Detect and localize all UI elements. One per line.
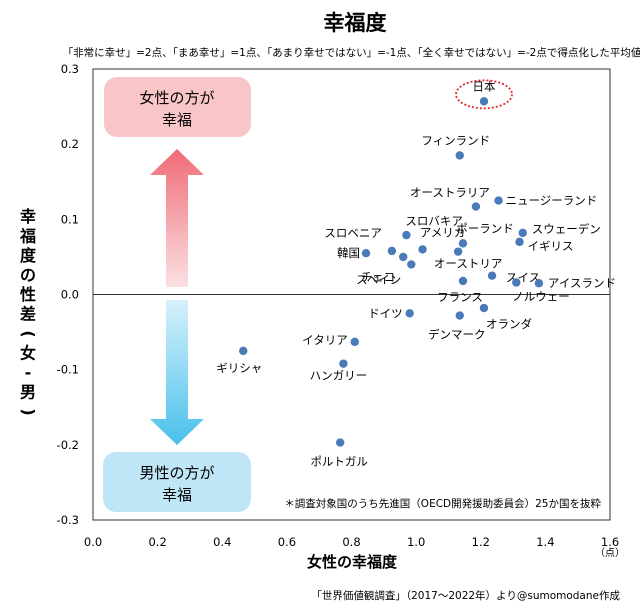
data-point [405, 309, 414, 318]
male-happier-line1: 男性の方が [139, 464, 214, 482]
data-point [361, 248, 371, 258]
point-label: スウェーデン [532, 222, 601, 236]
x-tick-label: 0.4 [213, 535, 231, 549]
data-point [471, 202, 481, 211]
y-axis-label-char: 度 [20, 246, 37, 265]
x-axis-label: 女性の幸福度 [307, 553, 398, 571]
data-point [399, 252, 408, 262]
data-point [458, 239, 468, 248]
male-happier-box [103, 452, 251, 512]
female-happier-line1: 女性の方が [139, 89, 214, 107]
point-label: ニュージーランド [506, 194, 598, 208]
x-tick-label: 1.4 [536, 535, 554, 549]
point-label: チェコ [361, 270, 396, 284]
point-label: ハンガリー [310, 369, 368, 383]
y-tick-label: 0.0 [61, 288, 79, 302]
x-tick-label: 1.0 [407, 535, 425, 549]
point-label: イタリア [302, 333, 348, 347]
point-label: ギリシャ [216, 361, 262, 375]
point-label: スロバキア [405, 214, 463, 228]
female-happier-box [104, 77, 251, 137]
point-label: ポルトガル [310, 455, 368, 469]
y-axis-label-char: 女 [20, 344, 36, 363]
chart-title: 幸福度 [324, 11, 387, 35]
point-label: フランス [437, 290, 483, 304]
data-point [487, 271, 497, 280]
data-point [453, 247, 463, 256]
x-tick-label: 1.6 [601, 535, 619, 549]
data-point [239, 346, 248, 356]
chart-subtitle: 「非常に幸せ」=2点、「まあ幸せ」=1点、「あまり幸せではない」=-1点、「全く… [63, 46, 640, 59]
up-arrow-icon [150, 149, 204, 287]
y-tick-label: -0.1 [57, 363, 79, 377]
male-happier-line2: 幸福 [162, 486, 192, 504]
y-axis-label-char: の [20, 266, 36, 285]
data-point [455, 151, 464, 160]
data-point [515, 237, 524, 247]
chart-note: ＊調査対象国のうち先進国（OECD開発援助委員会）25か国を抜粋 [284, 497, 601, 510]
y-axis-label-char: ( [19, 330, 38, 337]
point-label: スロベニア [324, 226, 382, 240]
point-label: 韓国 [337, 246, 360, 260]
data-point [494, 196, 503, 205]
y-axis-label-char: ) [19, 408, 38, 415]
y-tick-label: 0.3 [61, 62, 79, 76]
point-label: フィンランド [421, 133, 490, 147]
data-point [339, 359, 348, 368]
y-axis-label-char: - [25, 363, 32, 382]
data-point [350, 337, 359, 347]
point-label: デンマーク [428, 328, 486, 342]
data-point [512, 278, 521, 287]
x-axis-unit: （点） [595, 547, 625, 559]
y-axis-label-char: 福 [19, 227, 36, 246]
point-label: スペイン [356, 272, 401, 286]
point-label: 日本 [472, 79, 495, 93]
y-tick-label: 0.2 [61, 137, 79, 151]
female-happier-line2: 幸福 [162, 111, 192, 129]
data-point [402, 230, 411, 240]
point-label: イギリス [528, 239, 574, 253]
y-tick-label: -0.3 [57, 513, 79, 527]
chart-source: 「世界価値観調査」（2017～2022年）より@sumomodane作成 [311, 589, 620, 602]
data-point [335, 438, 345, 447]
y-axis-label-char: 幸 [20, 207, 36, 226]
point-label: アメリカ [420, 225, 465, 239]
data-point [518, 228, 527, 238]
x-tick-label: 0.6 [278, 535, 296, 549]
x-tick-label: 1.2 [472, 535, 490, 549]
data-point [534, 279, 544, 288]
y-axis-label-char: 男 [20, 383, 36, 402]
japan-highlight-ring [455, 79, 513, 110]
y-tick-label: 0.1 [61, 212, 79, 226]
point-label: ノルウェー [512, 289, 570, 303]
point-label: ポーランド [456, 221, 514, 235]
data-point [455, 311, 464, 320]
y-axis-label-char: 差 [20, 305, 36, 324]
data-point [458, 276, 468, 286]
x-tick-label: 0.2 [148, 535, 166, 549]
data-point [387, 246, 397, 256]
x-tick-label: 0.0 [84, 535, 102, 549]
point-label: オランダ [486, 317, 532, 331]
y-tick-label: -0.2 [57, 438, 79, 452]
data-point [479, 303, 489, 313]
data-point [407, 260, 416, 269]
data-point [418, 245, 427, 254]
y-axis-label-char: 性 [20, 285, 36, 304]
data-point [479, 97, 489, 106]
point-label: オーストラリア [410, 186, 490, 200]
point-label: オーストリア [434, 257, 502, 271]
x-tick-label: 0.8 [342, 535, 360, 549]
point-label: アイスランド [548, 276, 616, 290]
down-arrow-icon [150, 300, 204, 445]
point-label: ドイツ [368, 306, 403, 320]
